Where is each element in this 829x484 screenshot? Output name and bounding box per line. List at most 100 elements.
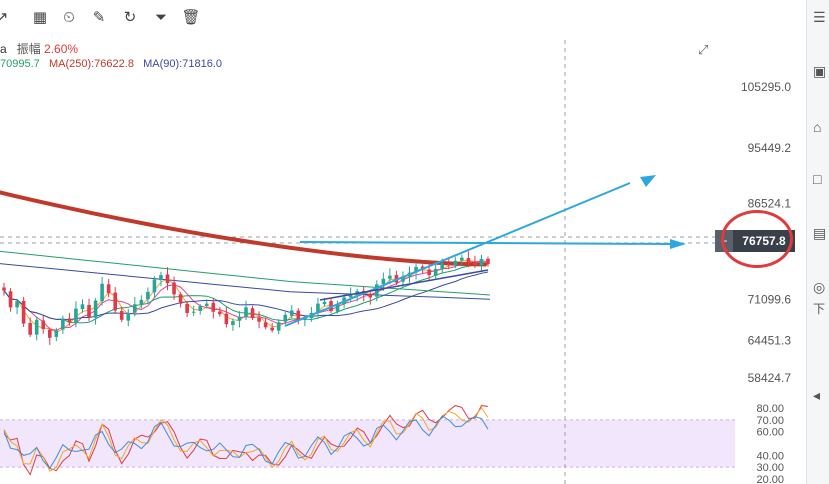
candle-body [453, 260, 458, 266]
candle-body [303, 317, 307, 320]
candle-body [368, 294, 373, 298]
candle-body [244, 307, 248, 318]
candle-body [8, 291, 13, 308]
candle-body [348, 294, 353, 298]
candle-body [165, 274, 170, 284]
candle-body [21, 300, 26, 324]
note-icon[interactable]: ✎ [92, 9, 106, 26]
candle-body [473, 262, 477, 266]
candle-body [133, 304, 137, 313]
rsi-axis-tick: 70.00 [756, 415, 784, 427]
candle-body [283, 314, 288, 322]
trend-line-icon[interactable]: ↗ [0, 9, 9, 26]
candle-body [316, 303, 320, 313]
drawing-toolbar: ↗ ▦ ⏲ ✎ ↻ ⏷ 🗑 [0, 0, 740, 34]
candle-body [224, 313, 229, 325]
candle-body [204, 303, 209, 306]
highlight-circle [721, 210, 793, 268]
amplitude-label: 振幅 [16, 42, 41, 56]
rsi-line [3, 415, 489, 470]
price-axis-tick: 64451.3 [748, 334, 792, 348]
candle-body [335, 304, 340, 312]
candle-body [211, 302, 216, 312]
candle-body [460, 257, 464, 261]
fullscreen-icon[interactable]: ⤢ [698, 42, 709, 57]
candle-body [479, 258, 484, 266]
horizontal-arrow-line [299, 241, 671, 245]
candle-body [41, 320, 46, 330]
rsi-axis-tick: 20.00 [756, 474, 784, 484]
candle-body [440, 263, 445, 270]
ma90-value: MA(90):71816.0 [143, 58, 222, 70]
rsi-axis-tick: 80.00 [756, 403, 784, 415]
trash-icon[interactable]: 🗑 [181, 9, 201, 26]
candle-body [250, 308, 255, 318]
magnet-icon[interactable]: ↻ [123, 9, 137, 26]
ma250-value: MA(250):76622.8 [48, 58, 134, 70]
support-line [319, 269, 489, 301]
timer-icon[interactable]: ⏲ [63, 9, 75, 26]
rsi-axis-tick: 40.00 [756, 450, 784, 462]
candle-body [270, 327, 274, 331]
candle-body [113, 292, 117, 311]
right-sidebar: ☰ ▣ ⌂ □ ▤ ◎ 下 ◂ [806, 0, 829, 484]
candle-body [381, 278, 386, 285]
candle-body [427, 269, 431, 276]
sidebar-bottom-label[interactable]: 下 [813, 302, 826, 316]
trend-arrow-head [640, 175, 656, 187]
candle-body [159, 275, 163, 281]
candle-body [466, 258, 471, 263]
candle-body [296, 310, 301, 320]
candle-body [80, 304, 85, 310]
candle-body [93, 300, 98, 318]
candle-body [61, 318, 65, 330]
bank-icon[interactable]: ⌂ [813, 119, 822, 135]
price-axis-tick: 95449.2 [748, 141, 792, 155]
candle-body [106, 284, 111, 294]
candle-body [15, 301, 19, 308]
settings-icon[interactable]: ◎ [813, 279, 826, 295]
document-icon[interactable]: ☰ [813, 9, 826, 25]
candle-body [322, 301, 327, 305]
chevron-left-icon[interactable]: ◂ [813, 387, 821, 403]
candle-body [198, 306, 203, 311]
horizontal-arrow-head [670, 239, 686, 249]
rsi-axis-tick: 60.00 [756, 427, 784, 439]
candle-body [486, 258, 490, 264]
moving-average-legend: 70995.7 MA(250):76622.8 MA(90):71816.0 [0, 58, 222, 70]
monitor-icon[interactable]: □ [813, 171, 822, 187]
grid-icon[interactable]: ▦ [32, 9, 48, 26]
ma250-line [0, 190, 487, 267]
candle-body [74, 308, 78, 323]
candle-body [414, 267, 418, 273]
candle-body [276, 322, 281, 331]
candle-body [126, 312, 131, 321]
candle-body [172, 282, 176, 295]
trend-arrow-line [284, 182, 631, 327]
candle-body [87, 304, 91, 318]
filter-icon[interactable]: ⏷ [154, 9, 167, 26]
ma-short-value: 70995.7 [0, 58, 40, 70]
candle-body [231, 321, 235, 326]
calendar-icon[interactable]: ▤ [813, 225, 827, 241]
price-axis-tick: 105295.0 [741, 80, 791, 94]
candle-body [67, 318, 72, 323]
candle-body [237, 316, 242, 321]
ma90-line [0, 263, 491, 300]
candle-body [218, 311, 222, 315]
candle-body [263, 322, 268, 328]
ma-short-line [0, 250, 491, 296]
candle-body [34, 319, 39, 335]
price-axis-tick: 86524.1 [748, 197, 792, 211]
candle-body [100, 283, 104, 302]
candle-body [47, 329, 52, 338]
candle-body [54, 330, 59, 337]
candle-body [119, 310, 124, 320]
candle-body [191, 311, 196, 313]
candle-body [401, 276, 405, 282]
candle-body [446, 264, 451, 266]
calculator-icon[interactable]: ▣ [813, 63, 827, 79]
candle-body [152, 279, 157, 293]
